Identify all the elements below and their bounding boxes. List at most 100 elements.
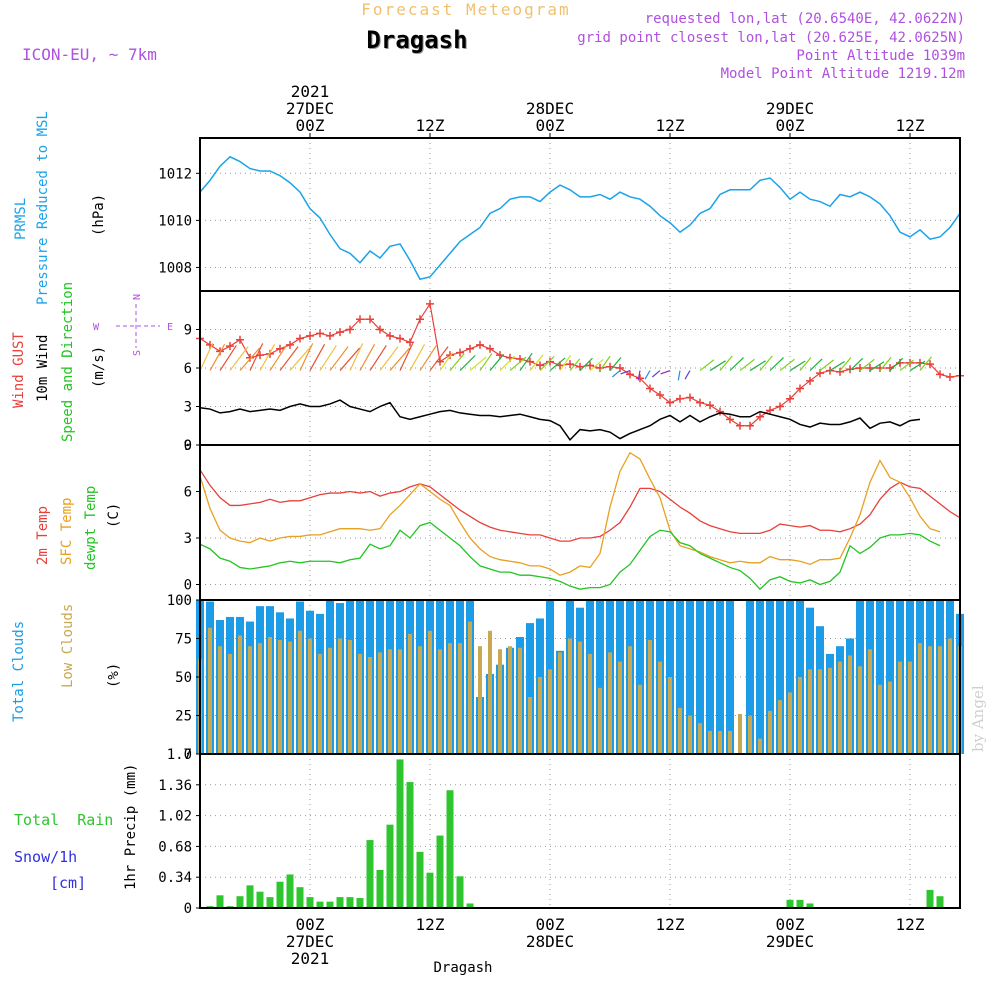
low-cloud-bar — [528, 697, 532, 754]
gust-marker — [406, 338, 414, 347]
total-cloud-bar — [756, 600, 764, 754]
total-cloud-bar — [686, 600, 694, 754]
rain-bar — [786, 899, 794, 908]
wind-arrow — [469, 356, 487, 372]
low-cloud-bar — [318, 653, 322, 754]
low-cloud-bar — [388, 649, 392, 754]
low-cloud-bar — [798, 677, 802, 754]
model-altitude: Model Point Altitude 1219.12m — [721, 66, 965, 82]
low-cloud-bar — [948, 638, 952, 754]
wind-arrow — [209, 344, 226, 371]
temp-unit: (C) — [106, 503, 122, 528]
wind-arrow — [539, 356, 555, 371]
wind-arrow — [349, 343, 364, 371]
wind-arrow — [369, 345, 387, 371]
snow-label: Snow/1h — [14, 848, 77, 866]
grid-lines — [200, 138, 960, 909]
wind-arrow — [399, 343, 414, 371]
wind-arrow — [489, 354, 504, 371]
wind-arrow — [589, 358, 604, 372]
rain-bar — [396, 759, 404, 908]
wind-arrow — [644, 370, 651, 380]
total-cloud-bar — [746, 600, 754, 754]
bottom-time-label: 00Z — [776, 915, 805, 934]
gust-marker — [666, 398, 674, 407]
temp-line-dewpt — [199, 521, 941, 591]
wind-arrow — [819, 359, 835, 372]
wind-arrow — [719, 355, 733, 371]
rain-bar — [316, 901, 324, 908]
gust-marker — [646, 384, 654, 393]
low-cloud-bar — [518, 647, 522, 754]
y-tick-label: 1012 — [158, 166, 192, 182]
rain-bar — [926, 889, 934, 908]
rain-bar — [296, 887, 304, 908]
low-cloud-bar — [288, 641, 292, 754]
bottom-time-label: 2021 — [291, 949, 330, 968]
wind-arrow — [611, 370, 621, 378]
low-cloud-bar — [258, 643, 262, 754]
wind-arrow — [869, 361, 885, 372]
y-tick-label: 1008 — [158, 260, 192, 276]
low-cloud-bar — [808, 669, 812, 754]
low-cloud-bar — [928, 646, 932, 754]
gust-marker — [386, 331, 394, 340]
y-tick-label: 1.7 — [167, 747, 192, 763]
wind-arrow — [684, 370, 691, 380]
gust-marker — [836, 367, 844, 376]
wind-arrow — [660, 370, 671, 375]
gust-marker — [656, 390, 664, 399]
low-clouds-label: Low Clouds — [60, 604, 76, 688]
low-cloud-bar — [328, 647, 332, 754]
low-cloud-bar — [648, 640, 652, 754]
axis-ticks: 10081010101203690369025507510000.340.681… — [158, 166, 200, 917]
wind-unit: (m/s) — [91, 346, 107, 388]
gust-marker — [686, 393, 694, 402]
y-tick-label: 3 — [184, 531, 192, 547]
low-cloud-bar — [418, 646, 422, 754]
footer-location: Dragash — [433, 960, 492, 976]
total-cloud-bar — [636, 600, 644, 754]
low-cloud-bar — [738, 713, 742, 754]
low-cloud-bar — [918, 643, 922, 754]
gust-marker — [636, 374, 644, 383]
gust-marker — [846, 365, 854, 374]
wind-arrow — [709, 360, 726, 372]
low-cloud-bar — [218, 646, 222, 754]
wind-arrow — [199, 343, 214, 371]
rain-bar — [336, 897, 344, 908]
total-cloud-bar — [716, 600, 724, 754]
y-tick-label: 100 — [167, 593, 192, 609]
rain-bar — [326, 901, 334, 908]
wind-arrow — [419, 345, 437, 371]
total-cloud-bar — [596, 600, 604, 754]
y-tick-label: 9 — [184, 438, 192, 454]
wind-arrow — [559, 355, 572, 371]
panel-frame-pressure — [199, 137, 961, 292]
y-tick-label: 0.34 — [158, 870, 192, 886]
rain-bar — [266, 897, 274, 908]
rain-bar — [466, 903, 474, 908]
gust-marker — [236, 335, 244, 344]
gust-marker — [586, 361, 594, 370]
gust-marker — [736, 421, 744, 430]
low-cloud-bar — [658, 661, 662, 754]
wind-arrow — [249, 343, 264, 371]
total-cloud-bar — [706, 600, 714, 754]
y-tick-label: 6 — [184, 485, 192, 501]
temp-line-2m — [199, 469, 961, 542]
wind-arrow — [329, 346, 349, 371]
total-cloud-bar — [776, 600, 784, 754]
top-time-label: 28DEC — [526, 99, 574, 118]
low-cloud-bar — [208, 627, 212, 754]
low-cloud-bar — [598, 687, 602, 754]
rain-bar — [416, 851, 424, 908]
rain-bar — [306, 897, 314, 908]
low-cloud-bar — [248, 646, 252, 754]
rain-bar — [366, 840, 374, 908]
low-cloud-bar — [588, 653, 592, 754]
bottom-time-label: 28DEC — [526, 932, 574, 951]
wind-arrow — [449, 353, 465, 371]
low-cloud-bar — [838, 661, 842, 754]
low-cloud-bar — [358, 653, 362, 754]
